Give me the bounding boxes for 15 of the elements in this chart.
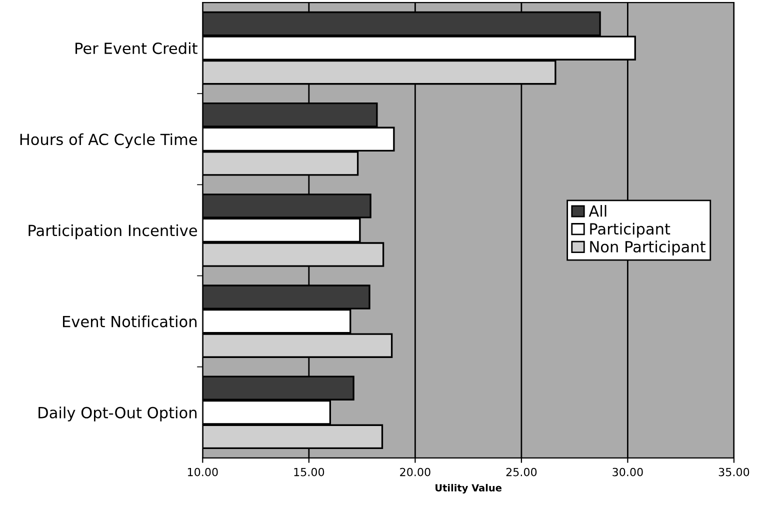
- y-tick-label: Daily Opt-Out Option: [38, 406, 196, 422]
- y-tick-label: Per Event Credit: [76, 42, 198, 54]
- legend-label: Non Participant: [590, 240, 706, 256]
- y-tick-label: Event Notification: [63, 316, 196, 328]
- y-tick-label: Participation Incentive: [28, 224, 197, 240]
- x-tick-label: 20.00: [400, 468, 430, 476]
- x-tick-label: 30.00: [612, 468, 643, 476]
- x-tick-label: 35.00: [718, 468, 750, 476]
- legend-label: All: [588, 204, 606, 217]
- x-tick-label: 15.00: [294, 468, 324, 476]
- x-axis-title: Utility Value: [436, 484, 502, 494]
- x-tick-label: 25.00: [506, 468, 537, 476]
- legend-label: Participant: [590, 222, 670, 238]
- x-tick-label: 10.00: [188, 468, 218, 476]
- y-tick-label: Hours of AC Cycle Time: [20, 133, 197, 148]
